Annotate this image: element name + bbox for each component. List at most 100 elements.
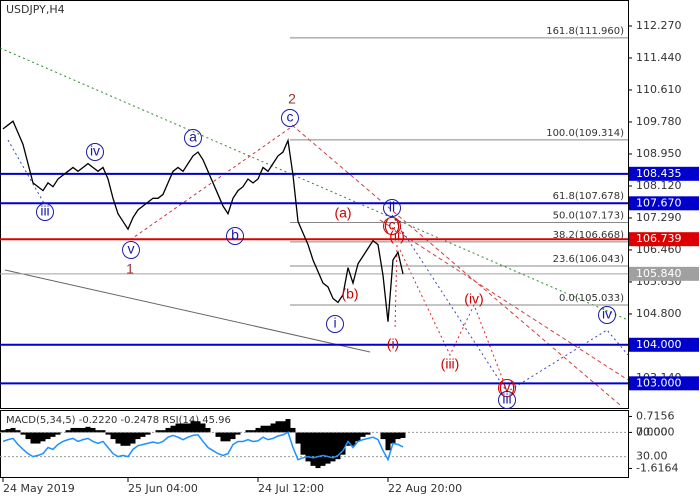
y-tick-label: 108.950	[636, 147, 682, 160]
macd-bar	[300, 432, 306, 455]
macd-bar	[315, 432, 321, 469]
macd-bar	[205, 427, 211, 433]
macd-bar	[380, 432, 386, 440]
macd-bar	[225, 432, 231, 442]
y-tick-label: 108.120	[636, 179, 682, 192]
y-tick-label: 110.610	[636, 83, 682, 96]
wave-label: v	[128, 241, 135, 257]
macd-bar	[245, 430, 251, 433]
trend-line	[291, 124, 621, 406]
macd-bar	[10, 427, 16, 433]
macd-bar	[335, 432, 341, 460]
wave-label: iii	[502, 391, 511, 407]
macd-bar	[295, 432, 301, 444]
macd-bar	[350, 432, 356, 446]
macd-bar	[395, 432, 401, 440]
macd-bar	[160, 430, 166, 433]
macd-bar	[305, 432, 311, 462]
macd-bar	[40, 432, 46, 442]
macd-bar	[145, 432, 151, 435]
wave-circle	[184, 129, 202, 147]
macd-bar	[235, 432, 241, 435]
wave-label: (c)	[384, 217, 400, 233]
level-label: 104.000	[636, 338, 682, 351]
macd-bar	[15, 430, 21, 433]
macd-bar	[390, 432, 396, 444]
fib-label: 61.8(107.678)	[553, 191, 625, 202]
wave-label: a	[189, 129, 197, 145]
wave-circle	[598, 306, 616, 324]
macd-bar	[360, 432, 366, 437]
level-box	[629, 266, 699, 281]
main-frame	[0, 0, 629, 409]
wave-label: iii	[40, 203, 49, 219]
wave-label: (b)	[341, 286, 358, 302]
macd-bar	[200, 423, 206, 433]
level-box	[629, 196, 699, 211]
macd-bar	[185, 423, 191, 433]
x-tick-label: 25 Jun 04:00	[128, 482, 198, 495]
trend-lines	[0, 47, 629, 406]
forecast-line	[391, 214, 629, 393]
macd-bar	[105, 432, 111, 435]
macd-bar	[65, 430, 71, 433]
y-tick-label: 30.00	[636, 450, 668, 463]
macd-bar	[365, 432, 371, 435]
forecast-line	[394, 244, 506, 386]
level-label: 108.435	[636, 167, 682, 180]
macd-bar	[220, 432, 226, 442]
y-tick-label: 106.460	[636, 243, 682, 256]
fib-label: 50.0(107.173)	[553, 210, 625, 221]
macd-bar	[50, 432, 56, 437]
y-tick-label: 109.780	[636, 115, 682, 128]
y-tick-label: 112.270	[636, 19, 682, 32]
macd-bar	[190, 421, 196, 433]
macd-bar	[75, 427, 81, 433]
macd-bar	[355, 432, 361, 442]
macd-bar	[20, 432, 26, 435]
macd-bar	[400, 432, 406, 438]
price-line	[2, 120, 404, 322]
macd-bar	[340, 432, 346, 455]
fib-label: 0.0(105.033)	[559, 293, 624, 304]
macd-bar	[270, 423, 276, 433]
macd-bar	[135, 432, 141, 440]
wave-circle	[383, 199, 401, 217]
level-label: 103.000	[636, 376, 682, 389]
wave-label: iv	[602, 306, 612, 322]
trend-line	[129, 127, 291, 241]
wave-label: c	[287, 109, 294, 125]
macd-bar	[90, 427, 96, 433]
macd-bar	[115, 432, 121, 444]
macd-bar	[255, 427, 261, 433]
macd-bar	[25, 432, 31, 440]
wave-circle	[281, 109, 299, 127]
macd-bar	[30, 432, 36, 444]
macd-bar	[95, 430, 101, 433]
macd-bar	[290, 427, 296, 433]
macd-bar	[175, 423, 181, 433]
level-label: 107.670	[636, 196, 682, 209]
macd-bar	[45, 432, 51, 440]
macd-bar	[155, 430, 161, 433]
macd-bar	[195, 421, 201, 433]
macd-bar	[165, 427, 171, 433]
fib-label: 23.6(106.043)	[553, 254, 625, 265]
wave-label: 1	[126, 261, 134, 277]
macd-bar	[130, 432, 136, 444]
macd-bar	[70, 427, 76, 433]
indicator-title: MACD(5,34,5) -0.2220 -0.2478 RSI(14) 45.…	[6, 415, 231, 426]
wave-label: b	[231, 227, 239, 243]
macd-bar	[0, 430, 6, 433]
wave-label: (v)	[499, 379, 515, 395]
wave-label: i	[333, 315, 336, 331]
macd-bar	[280, 421, 286, 433]
level-box	[629, 376, 699, 391]
y-tick-label: 104.800	[636, 307, 682, 320]
macd-bar	[275, 421, 281, 433]
macd-bar	[170, 425, 176, 433]
macd-bar	[80, 427, 86, 433]
macd-bar	[215, 432, 221, 437]
x-tick-label: 22 Aug 20:00	[388, 482, 462, 495]
wave-label: ii	[389, 199, 395, 215]
